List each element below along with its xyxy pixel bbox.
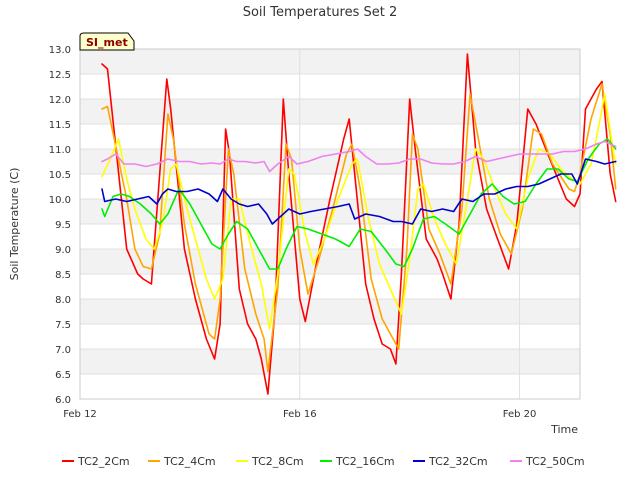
- x-tick-labels: Feb 12 Feb 16 Feb 20: [63, 409, 536, 420]
- x-tick-label: Feb 20: [503, 409, 537, 420]
- legend-label: TC2_32Cm: [428, 455, 488, 468]
- y-tick-label: 10.5: [49, 170, 71, 181]
- series-line-tc2-16cm: [101, 138, 617, 270]
- y-tick-label: 13.0: [49, 45, 71, 56]
- chart-title: Soil Temperatures Set 2: [243, 5, 398, 20]
- y-tick-label: 12.0: [49, 95, 71, 106]
- y-tick-label: 7.0: [55, 345, 71, 356]
- legend-label: TC2_50Cm: [525, 455, 585, 468]
- legend-label: TC2_2Cm: [77, 455, 130, 468]
- y-tick-label: 11.0: [49, 145, 71, 156]
- x-tick-label: Feb 12: [63, 409, 97, 420]
- grid-band: [80, 49, 580, 74]
- site-badge-box: [79, 32, 135, 51]
- y-tick-label: 9.0: [55, 245, 71, 256]
- grid-band: [80, 249, 580, 274]
- y-tick-label: 10.0: [49, 195, 71, 206]
- grid-band: [80, 349, 580, 374]
- legend-label: TC2_16Cm: [335, 455, 395, 468]
- x-axis-label: Time: [550, 423, 578, 436]
- series-line-tc2-4cm: [101, 83, 617, 373]
- y-tick-label: 7.5: [55, 320, 71, 331]
- series-line-tc2-50cm: [101, 140, 617, 173]
- site-badge-label: SI_met: [86, 36, 128, 49]
- y-tick-label: 8.0: [55, 295, 71, 306]
- y-axis-label: Soil Temperature (C): [8, 168, 21, 281]
- x-tick-label: Feb 16: [283, 409, 317, 420]
- legend: TC2_2Cm TC2_4Cm TC2_8Cm TC2_16Cm TC2_32Cm TC2…: [62, 455, 585, 468]
- y-tick-label: 11.5: [49, 120, 71, 131]
- legend-label: TC2_4Cm: [163, 455, 216, 468]
- grid-band: [80, 99, 580, 124]
- series-lines: [101, 53, 617, 395]
- y-tick-label: 8.5: [55, 270, 71, 281]
- y-tick-label: 6.0: [55, 395, 71, 406]
- grid-band: [80, 299, 580, 324]
- plot-frame: [79, 48, 581, 400]
- grid-band: [80, 149, 580, 174]
- legend-label: TC2_8Cm: [251, 455, 304, 468]
- y-tick-label: 12.5: [49, 70, 71, 81]
- series-line-tc2-32cm: [101, 158, 617, 225]
- y-tick-label: 9.5: [55, 220, 71, 231]
- series-line-tc2-2cm: [101, 53, 617, 395]
- y-tick-label: 6.5: [55, 370, 71, 381]
- y-tick-labels: 6.0 6.5 7.0 7.5 8.0 8.5 9.0 9.5 10.0 10.5 11.0 11.5…: [49, 45, 71, 406]
- site-badge: SI_met: [79, 32, 135, 51]
